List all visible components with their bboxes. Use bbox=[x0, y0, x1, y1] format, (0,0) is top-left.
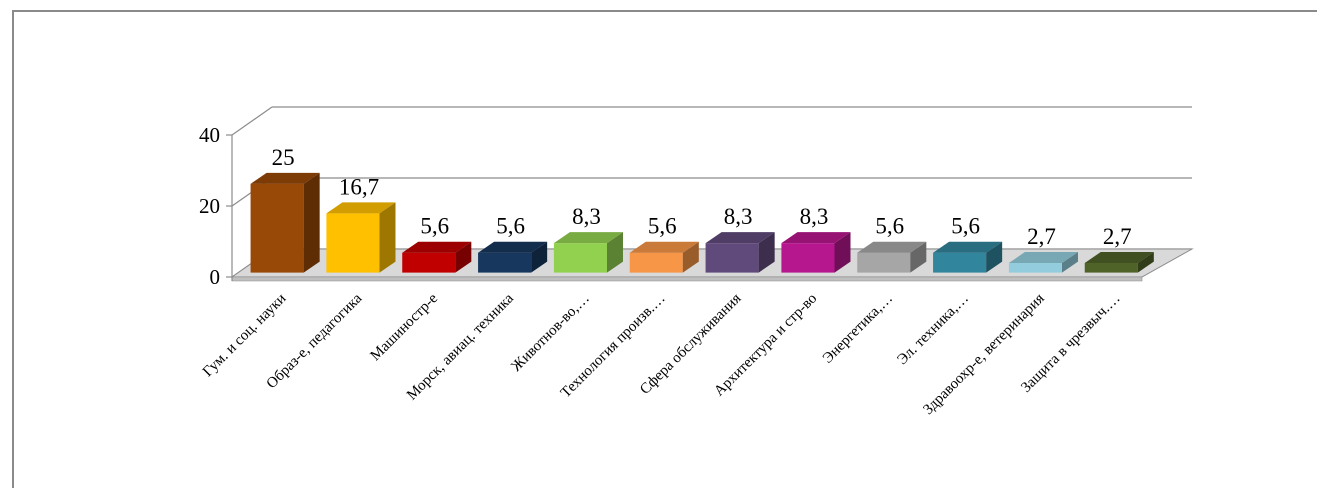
bar bbox=[705, 232, 775, 273]
bar-front bbox=[781, 243, 835, 273]
data-label: 8,3 bbox=[800, 204, 829, 229]
bar-front bbox=[857, 252, 911, 273]
bar bbox=[933, 241, 1003, 273]
data-label: 25 bbox=[272, 145, 295, 170]
bar bbox=[478, 241, 548, 273]
category-label: Машиностр-е bbox=[368, 290, 442, 364]
bar-front bbox=[478, 252, 532, 273]
bar bbox=[402, 241, 472, 273]
bar bbox=[857, 241, 927, 273]
chart-floor-edge bbox=[231, 276, 1143, 282]
bar-top bbox=[1084, 252, 1154, 264]
y-tick-label: 0 bbox=[210, 265, 221, 289]
bar-front bbox=[933, 252, 987, 273]
category-label: Эл. техника,… bbox=[894, 291, 972, 369]
bar-side bbox=[455, 241, 472, 273]
bar-front bbox=[250, 183, 304, 273]
bar-top bbox=[553, 232, 623, 244]
bar-top bbox=[326, 202, 396, 214]
bar-front bbox=[553, 243, 607, 273]
bars bbox=[250, 172, 1154, 273]
data-label: 16,7 bbox=[339, 174, 379, 199]
bar bbox=[781, 232, 851, 273]
bar-side bbox=[1061, 252, 1078, 273]
bar bbox=[629, 241, 699, 273]
bar-side bbox=[303, 172, 320, 273]
category-label: Энергетика,… bbox=[820, 291, 896, 367]
category-label: Гум. и соц. науки bbox=[200, 291, 290, 381]
bar bbox=[1084, 252, 1154, 273]
bar-side bbox=[379, 202, 396, 273]
bar-side bbox=[606, 232, 623, 273]
bar-front bbox=[326, 213, 380, 273]
data-label: 2,7 bbox=[1027, 224, 1056, 249]
data-label: 5,6 bbox=[951, 214, 980, 239]
bar bbox=[326, 202, 396, 273]
bar-front bbox=[1008, 263, 1062, 273]
bar-top bbox=[1008, 252, 1078, 264]
bar-side bbox=[531, 241, 548, 273]
bar bbox=[1008, 252, 1078, 273]
bar-top bbox=[705, 232, 775, 244]
bar-front bbox=[629, 252, 683, 273]
bar-side bbox=[834, 232, 851, 273]
bar-top bbox=[629, 241, 699, 253]
y-tick-label: 20 bbox=[199, 194, 220, 218]
data-label: 2,7 bbox=[1103, 224, 1132, 249]
data-label: 5,6 bbox=[420, 214, 449, 239]
bar-top bbox=[402, 241, 472, 253]
bar-side bbox=[910, 241, 927, 273]
bar-top bbox=[857, 241, 927, 253]
bar-top bbox=[250, 172, 320, 184]
bar-front bbox=[705, 243, 759, 273]
data-label: 5,6 bbox=[648, 214, 677, 239]
bar-top bbox=[478, 241, 548, 253]
bar-top bbox=[933, 241, 1003, 253]
gridline-depth bbox=[231, 106, 273, 136]
bar-front bbox=[402, 252, 456, 273]
bar-side bbox=[758, 232, 775, 273]
data-label: 8,3 bbox=[724, 204, 753, 229]
category-label: Животнов-во,… bbox=[509, 291, 593, 375]
data-label: 5,6 bbox=[496, 214, 525, 239]
data-label: 8,3 bbox=[572, 204, 601, 229]
bar-top bbox=[781, 232, 851, 244]
bar bbox=[553, 232, 623, 273]
category-label: Здравоохр-е, ветеринария bbox=[920, 290, 1047, 417]
data-label: 5,6 bbox=[875, 214, 904, 239]
bar-side bbox=[1137, 252, 1154, 273]
bar-side bbox=[986, 241, 1003, 273]
bar-front bbox=[1084, 263, 1138, 273]
y-tick-label: 40 bbox=[199, 123, 220, 147]
bar bbox=[250, 172, 320, 273]
bar-side bbox=[682, 241, 699, 273]
